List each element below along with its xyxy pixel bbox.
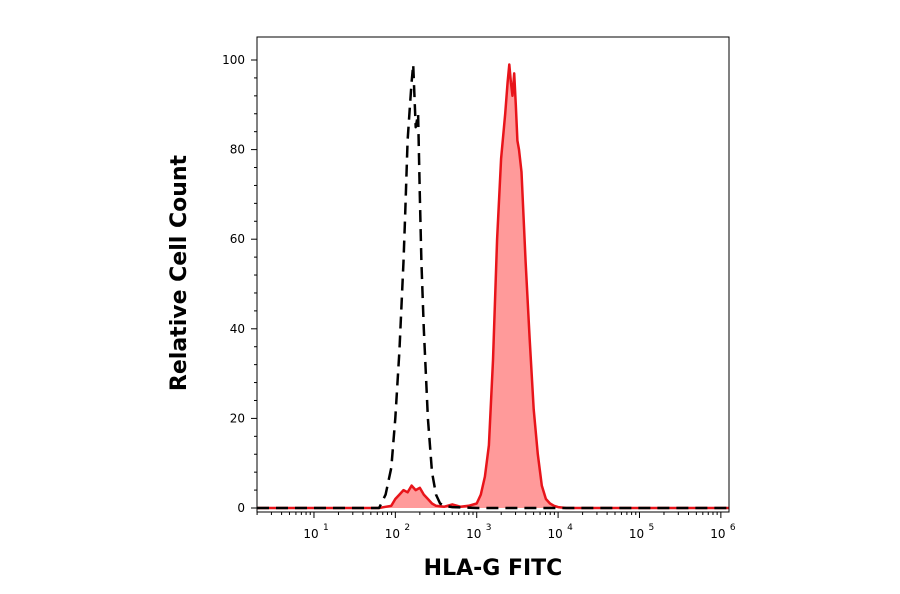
x-tick-label: 10 <box>466 527 481 541</box>
x-tick-label: 10 <box>385 527 400 541</box>
plot-frame <box>256 36 730 513</box>
x-tick-exponent: 3 <box>486 523 492 533</box>
y-tick-label: 60 <box>230 232 245 246</box>
x-tick-exponent: 4 <box>567 523 573 533</box>
y-tick-label: 80 <box>230 143 245 157</box>
series-1-line <box>257 63 729 510</box>
series-1-area <box>257 64 729 508</box>
y-tick-label: 100 <box>222 53 245 67</box>
plot-area <box>257 63 729 510</box>
x-tick-exponent: 2 <box>404 523 410 533</box>
x-tick-label: 10 <box>303 527 318 541</box>
y-tick-label: 20 <box>230 411 245 425</box>
x-tick-exponent: 1 <box>323 523 329 533</box>
x-axis: 10 1 10 2 10 3 10 4 10 5 10 6 <box>256 512 736 541</box>
y-axis-title: Relative Cell Count <box>167 154 192 391</box>
x-tick-label: 10 <box>629 527 644 541</box>
x-axis-title: HLA-G FITC <box>424 556 563 581</box>
series-0-line <box>257 63 729 510</box>
x-tick-exponent: 5 <box>648 523 654 533</box>
x-tick-label: 10 <box>710 527 725 541</box>
y-tick-label: 0 <box>237 501 245 515</box>
y-axis: 0 20 40 60 80 100 <box>222 53 257 515</box>
y-tick-label: 40 <box>230 322 245 336</box>
x-tick-exponent: 6 <box>730 523 736 533</box>
x-tick-label: 10 <box>547 527 562 541</box>
